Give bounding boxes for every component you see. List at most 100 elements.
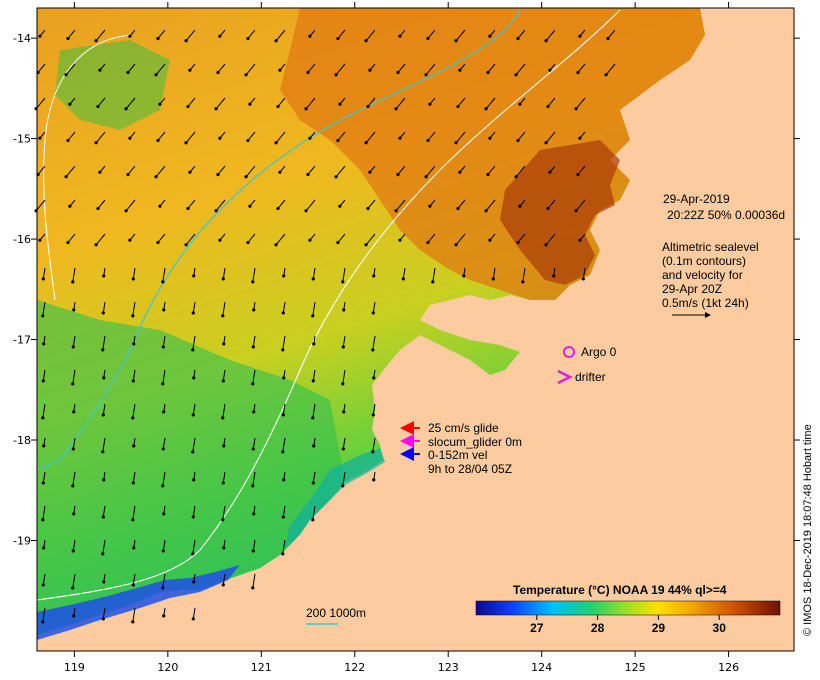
argo-label: Argo 0 — [581, 345, 617, 359]
contour-200m — [36, 9, 521, 471]
velocity-arrow-head — [274, 141, 278, 145]
velocity-arrow-head — [576, 172, 580, 177]
contour-1000m — [36, 9, 621, 601]
velocity-arrow-head — [191, 348, 195, 352]
velocity-arrow — [162, 267, 166, 282]
velocity-arrow-head — [41, 314, 45, 318]
velocity-arrow-head — [274, 39, 278, 43]
velocity-arrow — [305, 97, 316, 110]
velocity-arrow — [132, 267, 136, 279]
velocity-arrow-head — [341, 484, 345, 488]
velocity-arrow-head — [132, 444, 136, 448]
velocity-arrow — [312, 505, 316, 520]
velocity-arrow-head — [544, 141, 548, 145]
velocity-arrow-head — [246, 138, 250, 143]
velocity-arrow-head — [462, 274, 466, 278]
colorbar-tick-label: 27 — [530, 621, 544, 635]
altimetry-line: (0.1m contours) — [662, 254, 746, 268]
velocity-arrow — [37, 63, 46, 73]
velocity-arrow — [132, 471, 136, 483]
velocity-arrow-head — [338, 204, 342, 208]
velocity-arrow-head — [274, 243, 278, 247]
velocity-arrow — [222, 573, 226, 585]
velocity-arrow — [487, 165, 496, 175]
velocity-arrow — [67, 131, 76, 141]
velocity-arrow-head — [456, 104, 460, 109]
velocity-arrow — [95, 233, 106, 246]
velocity-arrow — [277, 199, 286, 209]
velocity-arrow — [72, 573, 76, 588]
velocity-arrow-head — [131, 314, 135, 318]
velocity-arrow — [192, 437, 196, 452]
velocity-arrow-head — [221, 314, 225, 318]
velocity-arrow-head — [252, 410, 256, 414]
velocity-arrow — [252, 471, 256, 486]
velocity-arrow-head — [41, 583, 45, 587]
velocity-arrow-head — [521, 280, 525, 284]
velocity-arrow-head — [516, 138, 520, 143]
velocity-arrow-head — [191, 552, 195, 556]
velocity-arrow-head — [281, 552, 285, 556]
velocity-arrow-head — [371, 450, 375, 454]
lon-tick-label: 126 — [718, 661, 739, 674]
velocity-arrow-head — [132, 342, 136, 346]
plot-frame — [36, 7, 795, 652]
velocity-arrow-head — [276, 206, 280, 211]
velocity-arrow-head — [72, 410, 76, 414]
velocity-arrow-head — [188, 170, 192, 174]
velocity-arrow-head — [454, 243, 458, 247]
velocity-arrow-head — [156, 138, 160, 143]
velocity-arrow — [72, 539, 76, 551]
velocity-arrow — [102, 301, 106, 313]
velocity-arrow-head — [131, 416, 135, 420]
velocity-arrow-head — [488, 34, 492, 38]
velocity-arrow — [102, 607, 106, 619]
velocity-arrow — [605, 63, 616, 76]
velocity-arrow — [307, 63, 316, 73]
velocity-arrow — [335, 165, 346, 178]
velocity-arrow — [395, 97, 406, 110]
velocity-arrow-head — [41, 277, 45, 281]
velocity-arrow — [67, 29, 76, 39]
lat-tick-label: -16 — [13, 233, 31, 246]
velocity-arrow — [582, 267, 586, 279]
velocity-arrow-head — [248, 102, 252, 106]
glider-legend-item-1: 25 cm/s glide — [428, 421, 499, 435]
velocity-arrow-head — [188, 68, 192, 72]
velocity-arrow — [515, 63, 526, 76]
lon-tick-label: 120 — [157, 661, 178, 674]
velocity-arrow — [102, 335, 106, 350]
velocity-arrow — [515, 165, 526, 178]
velocity-arrow-head — [424, 73, 428, 77]
velocity-arrow — [157, 131, 166, 141]
velocity-arrow — [517, 131, 526, 141]
velocity-arrow-head — [131, 379, 135, 383]
velocity-arrow-head — [308, 34, 312, 38]
velocity-arrow — [342, 267, 346, 282]
velocity-arrow-head — [366, 104, 370, 109]
velocity-arrow — [42, 573, 46, 585]
lat-tick-label: -14 — [13, 32, 31, 45]
velocity-arrow-head — [38, 34, 42, 38]
velocity-arrow — [217, 165, 226, 175]
velocity-arrow-head — [222, 546, 226, 550]
velocity-arrow-head — [578, 34, 582, 38]
velocity-arrow-head — [41, 379, 45, 383]
velocity-arrow-head — [72, 512, 76, 516]
velocity-arrow-head — [486, 70, 490, 75]
velocity-arrow-head — [186, 104, 190, 109]
velocity-arrow — [162, 369, 166, 384]
velocity-arrow-head — [68, 204, 72, 208]
velocity-arrow — [42, 301, 46, 316]
velocity-arrow — [247, 29, 256, 39]
velocity-arrow-head — [282, 274, 286, 278]
velocity-arrow-head — [161, 382, 165, 386]
lon-tick-label: 124 — [531, 661, 552, 674]
velocity-arrow — [607, 29, 616, 39]
velocity-arrow — [517, 233, 526, 243]
velocity-arrow — [222, 505, 226, 520]
velocity-arrow-head — [131, 277, 135, 281]
velocity-arrow — [192, 403, 196, 415]
velocity-arrow-head — [71, 345, 75, 349]
velocity-arrow-head — [102, 580, 106, 584]
